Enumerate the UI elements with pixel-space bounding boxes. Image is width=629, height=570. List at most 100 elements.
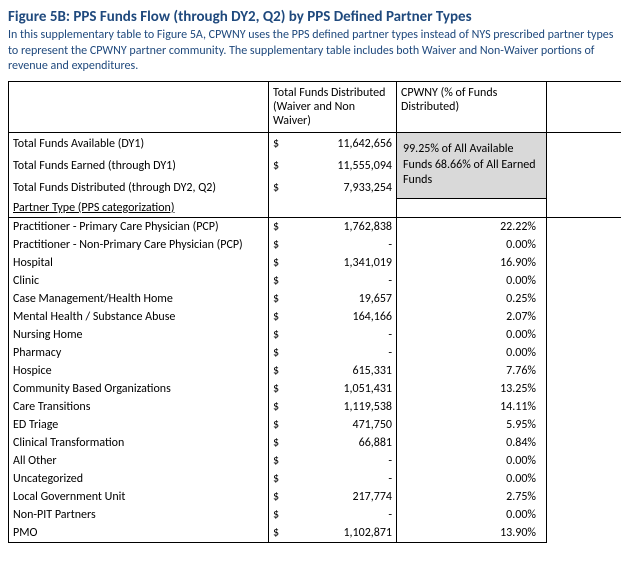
partner-label: Pharmacy	[9, 344, 269, 362]
partner-value: 1,102,871	[287, 524, 397, 543]
table-row: Local Government Unit$217,7742.75%	[9, 488, 622, 506]
summary-value: 11,555,094	[287, 155, 397, 177]
table-row: Community Based Organizations$1,051,4311…	[9, 380, 622, 398]
partner-pct: 0.00%	[397, 470, 547, 488]
currency-symbol: $	[269, 155, 287, 177]
partner-value: 471,750	[287, 416, 397, 434]
partner-value: -	[287, 506, 397, 524]
currency-symbol: $	[269, 434, 287, 452]
section-header-row: Partner Type (PPS categorization)	[9, 199, 622, 218]
summary-label: Total Funds Available (DY1)	[9, 132, 269, 155]
summary-label: Total Funds Distributed (through DY2, Q2…	[9, 177, 269, 199]
table-row: Pharmacy$-0.00%	[9, 344, 622, 362]
partner-pct: 13.90%	[397, 524, 547, 543]
summary-value: 7,933,254	[287, 177, 397, 199]
table-row: Case Management/Health Home$19,6570.25%	[9, 290, 622, 308]
partner-value: 1,119,538	[287, 398, 397, 416]
table-row: Care Transitions$1,119,53814.11%	[9, 398, 622, 416]
currency-symbol: $	[269, 524, 287, 543]
partner-label: Nursing Home	[9, 326, 269, 344]
table-row: All Other$-0.00%	[9, 452, 622, 470]
currency-symbol: $	[269, 308, 287, 326]
partner-label: Clinic	[9, 272, 269, 290]
section-label: Partner Type (PPS categorization)	[9, 199, 269, 218]
summary-label: Total Funds Earned (through DY1)	[9, 155, 269, 177]
partner-label: Local Government Unit	[9, 488, 269, 506]
partner-value: 19,657	[287, 290, 397, 308]
partner-value: 164,166	[287, 308, 397, 326]
currency-symbol: $	[269, 398, 287, 416]
table-row: Hospice$615,3317.76%	[9, 362, 622, 380]
partner-value: -	[287, 452, 397, 470]
partner-value: 66,881	[287, 434, 397, 452]
summary-value: 11,642,656	[287, 132, 397, 155]
table-row: Nursing Home$-0.00%	[9, 326, 622, 344]
currency-symbol: $	[269, 236, 287, 254]
partner-value: 217,774	[287, 488, 397, 506]
partner-label: PMO	[9, 524, 269, 543]
currency-symbol: $	[269, 362, 287, 380]
table-row: PMO$1,102,87113.90%	[9, 524, 622, 543]
summary-row: Total Funds Available (DY1)$11,642,65699…	[9, 132, 622, 155]
currency-symbol: $	[269, 344, 287, 362]
partner-pct: 0.00%	[397, 326, 547, 344]
partner-pct: 7.76%	[397, 362, 547, 380]
summary-note: 99.25% of All Available Funds 68.66% of …	[397, 132, 547, 199]
currency-symbol: $	[269, 470, 287, 488]
partner-value: -	[287, 470, 397, 488]
partner-value: 615,331	[287, 362, 397, 380]
header-pct: CPWNY (% of Funds Distributed)	[397, 81, 547, 132]
partner-value: -	[287, 326, 397, 344]
partner-value: -	[287, 272, 397, 290]
partner-label: All Other	[9, 452, 269, 470]
partner-label: Hospice	[9, 362, 269, 380]
partner-label: Hospital	[9, 254, 269, 272]
table-row: Clinic$-0.00%	[9, 272, 622, 290]
partner-value: -	[287, 344, 397, 362]
partner-pct: 0.00%	[397, 344, 547, 362]
partner-pct: 5.95%	[397, 416, 547, 434]
figure-description: In this supplementary table to Figure 5A…	[8, 28, 621, 75]
currency-symbol: $	[269, 290, 287, 308]
currency-symbol: $	[269, 326, 287, 344]
currency-symbol: $	[269, 506, 287, 524]
partner-label: Case Management/Health Home	[9, 290, 269, 308]
currency-symbol: $	[269, 177, 287, 199]
partner-label: Care Transitions	[9, 398, 269, 416]
partner-label: Practitioner - Primary Care Physician (P…	[9, 217, 269, 236]
table-row: Mental Health / Substance Abuse$164,1662…	[9, 308, 622, 326]
partner-value: 1,762,838	[287, 217, 397, 236]
currency-symbol: $	[269, 380, 287, 398]
currency-symbol: $	[269, 254, 287, 272]
partner-label: Practitioner - Non-Primary Care Physicia…	[9, 236, 269, 254]
partner-pct: 0.25%	[397, 290, 547, 308]
partner-pct: 13.25%	[397, 380, 547, 398]
partner-label: Uncategorized	[9, 470, 269, 488]
partner-label: Clinical Transformation	[9, 434, 269, 452]
currency-symbol: $	[269, 132, 287, 155]
table-row: Hospital$1,341,01916.90%	[9, 254, 622, 272]
table-row: Practitioner - Primary Care Physician (P…	[9, 217, 622, 236]
partner-pct: 14.11%	[397, 398, 547, 416]
table-header-row: Total Funds Distributed (Waiver and Non …	[9, 81, 622, 132]
partner-label: Mental Health / Substance Abuse	[9, 308, 269, 326]
partner-pct: 2.75%	[397, 488, 547, 506]
partner-pct: 2.07%	[397, 308, 547, 326]
table-row: Uncategorized$-0.00%	[9, 470, 622, 488]
partner-pct: 16.90%	[397, 254, 547, 272]
currency-symbol: $	[269, 272, 287, 290]
partner-pct: 0.00%	[397, 506, 547, 524]
currency-symbol: $	[269, 217, 287, 236]
partner-value: 1,341,019	[287, 254, 397, 272]
figure-title: Figure 5B: PPS Funds Flow (through DY2, …	[8, 8, 621, 26]
header-funds: Total Funds Distributed (Waiver and Non …	[269, 81, 397, 132]
partner-value: 1,051,431	[287, 380, 397, 398]
partner-label: ED Triage	[9, 416, 269, 434]
partner-value: -	[287, 236, 397, 254]
table-row: ED Triage$471,7505.95%	[9, 416, 622, 434]
partner-pct: 0.00%	[397, 236, 547, 254]
table-row: Non-PIT Partners$-0.00%	[9, 506, 622, 524]
currency-symbol: $	[269, 452, 287, 470]
partner-label: Community Based Organizations	[9, 380, 269, 398]
currency-symbol: $	[269, 416, 287, 434]
